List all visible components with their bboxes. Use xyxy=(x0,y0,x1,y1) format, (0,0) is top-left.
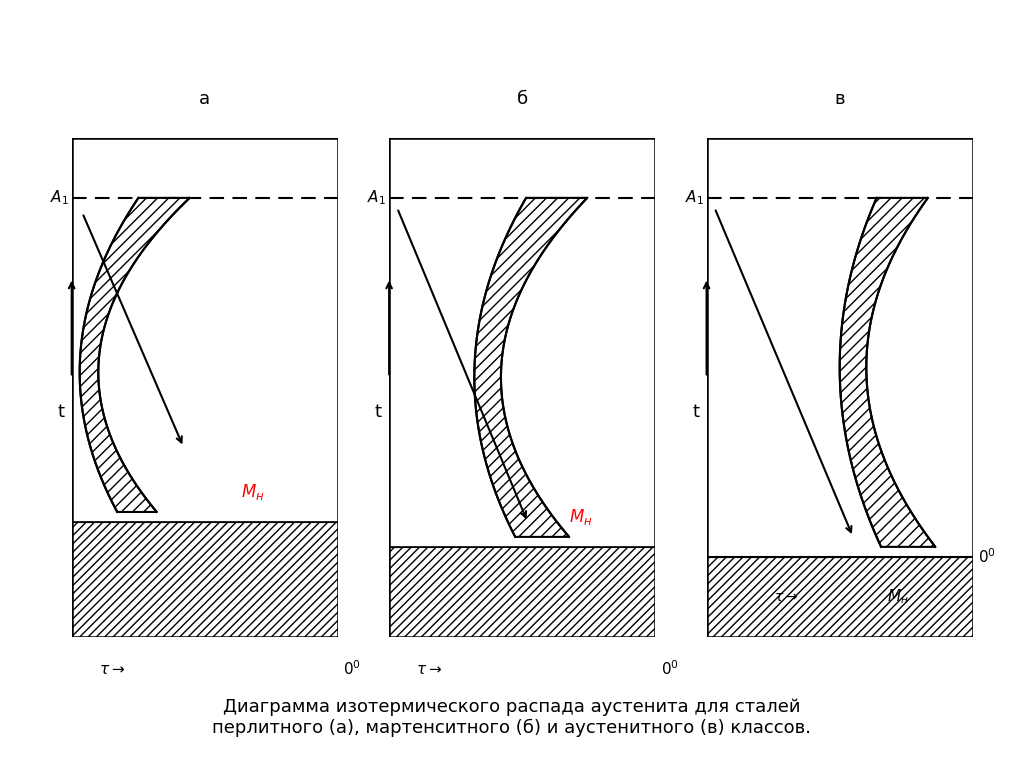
Text: $M_н$: $M_н$ xyxy=(241,482,264,502)
Bar xyxy=(389,547,655,637)
Text: Диаграмма изотермического распада аустенита для сталей
перлитного (а), мартенсит: Диаграмма изотермического распада аустен… xyxy=(213,698,811,736)
Text: $M_н$: $M_н$ xyxy=(569,507,593,527)
Text: $A_1$: $A_1$ xyxy=(368,189,386,207)
Text: t: t xyxy=(692,403,699,421)
Text: $0^0$: $0^0$ xyxy=(343,660,361,678)
Text: в: в xyxy=(835,91,845,108)
Polygon shape xyxy=(840,198,935,547)
Text: б: б xyxy=(517,91,527,108)
Text: $0^0$: $0^0$ xyxy=(978,548,996,566)
Text: а: а xyxy=(200,91,210,108)
Text: $0^0$: $0^0$ xyxy=(660,660,679,678)
Text: $M_н$: $M_н$ xyxy=(888,588,909,606)
Text: $\tau \rightarrow$: $\tau \rightarrow$ xyxy=(98,661,125,676)
Polygon shape xyxy=(474,198,587,537)
Text: $\tau \rightarrow$: $\tau \rightarrow$ xyxy=(416,661,442,676)
Bar xyxy=(72,522,338,637)
Text: t: t xyxy=(57,403,65,421)
Text: $A_1$: $A_1$ xyxy=(50,189,69,207)
Polygon shape xyxy=(80,198,189,512)
Text: $A_1$: $A_1$ xyxy=(685,189,703,207)
Text: t: t xyxy=(375,403,382,421)
Text: $\tau \rightarrow$: $\tau \rightarrow$ xyxy=(774,590,799,604)
Bar xyxy=(707,557,973,637)
